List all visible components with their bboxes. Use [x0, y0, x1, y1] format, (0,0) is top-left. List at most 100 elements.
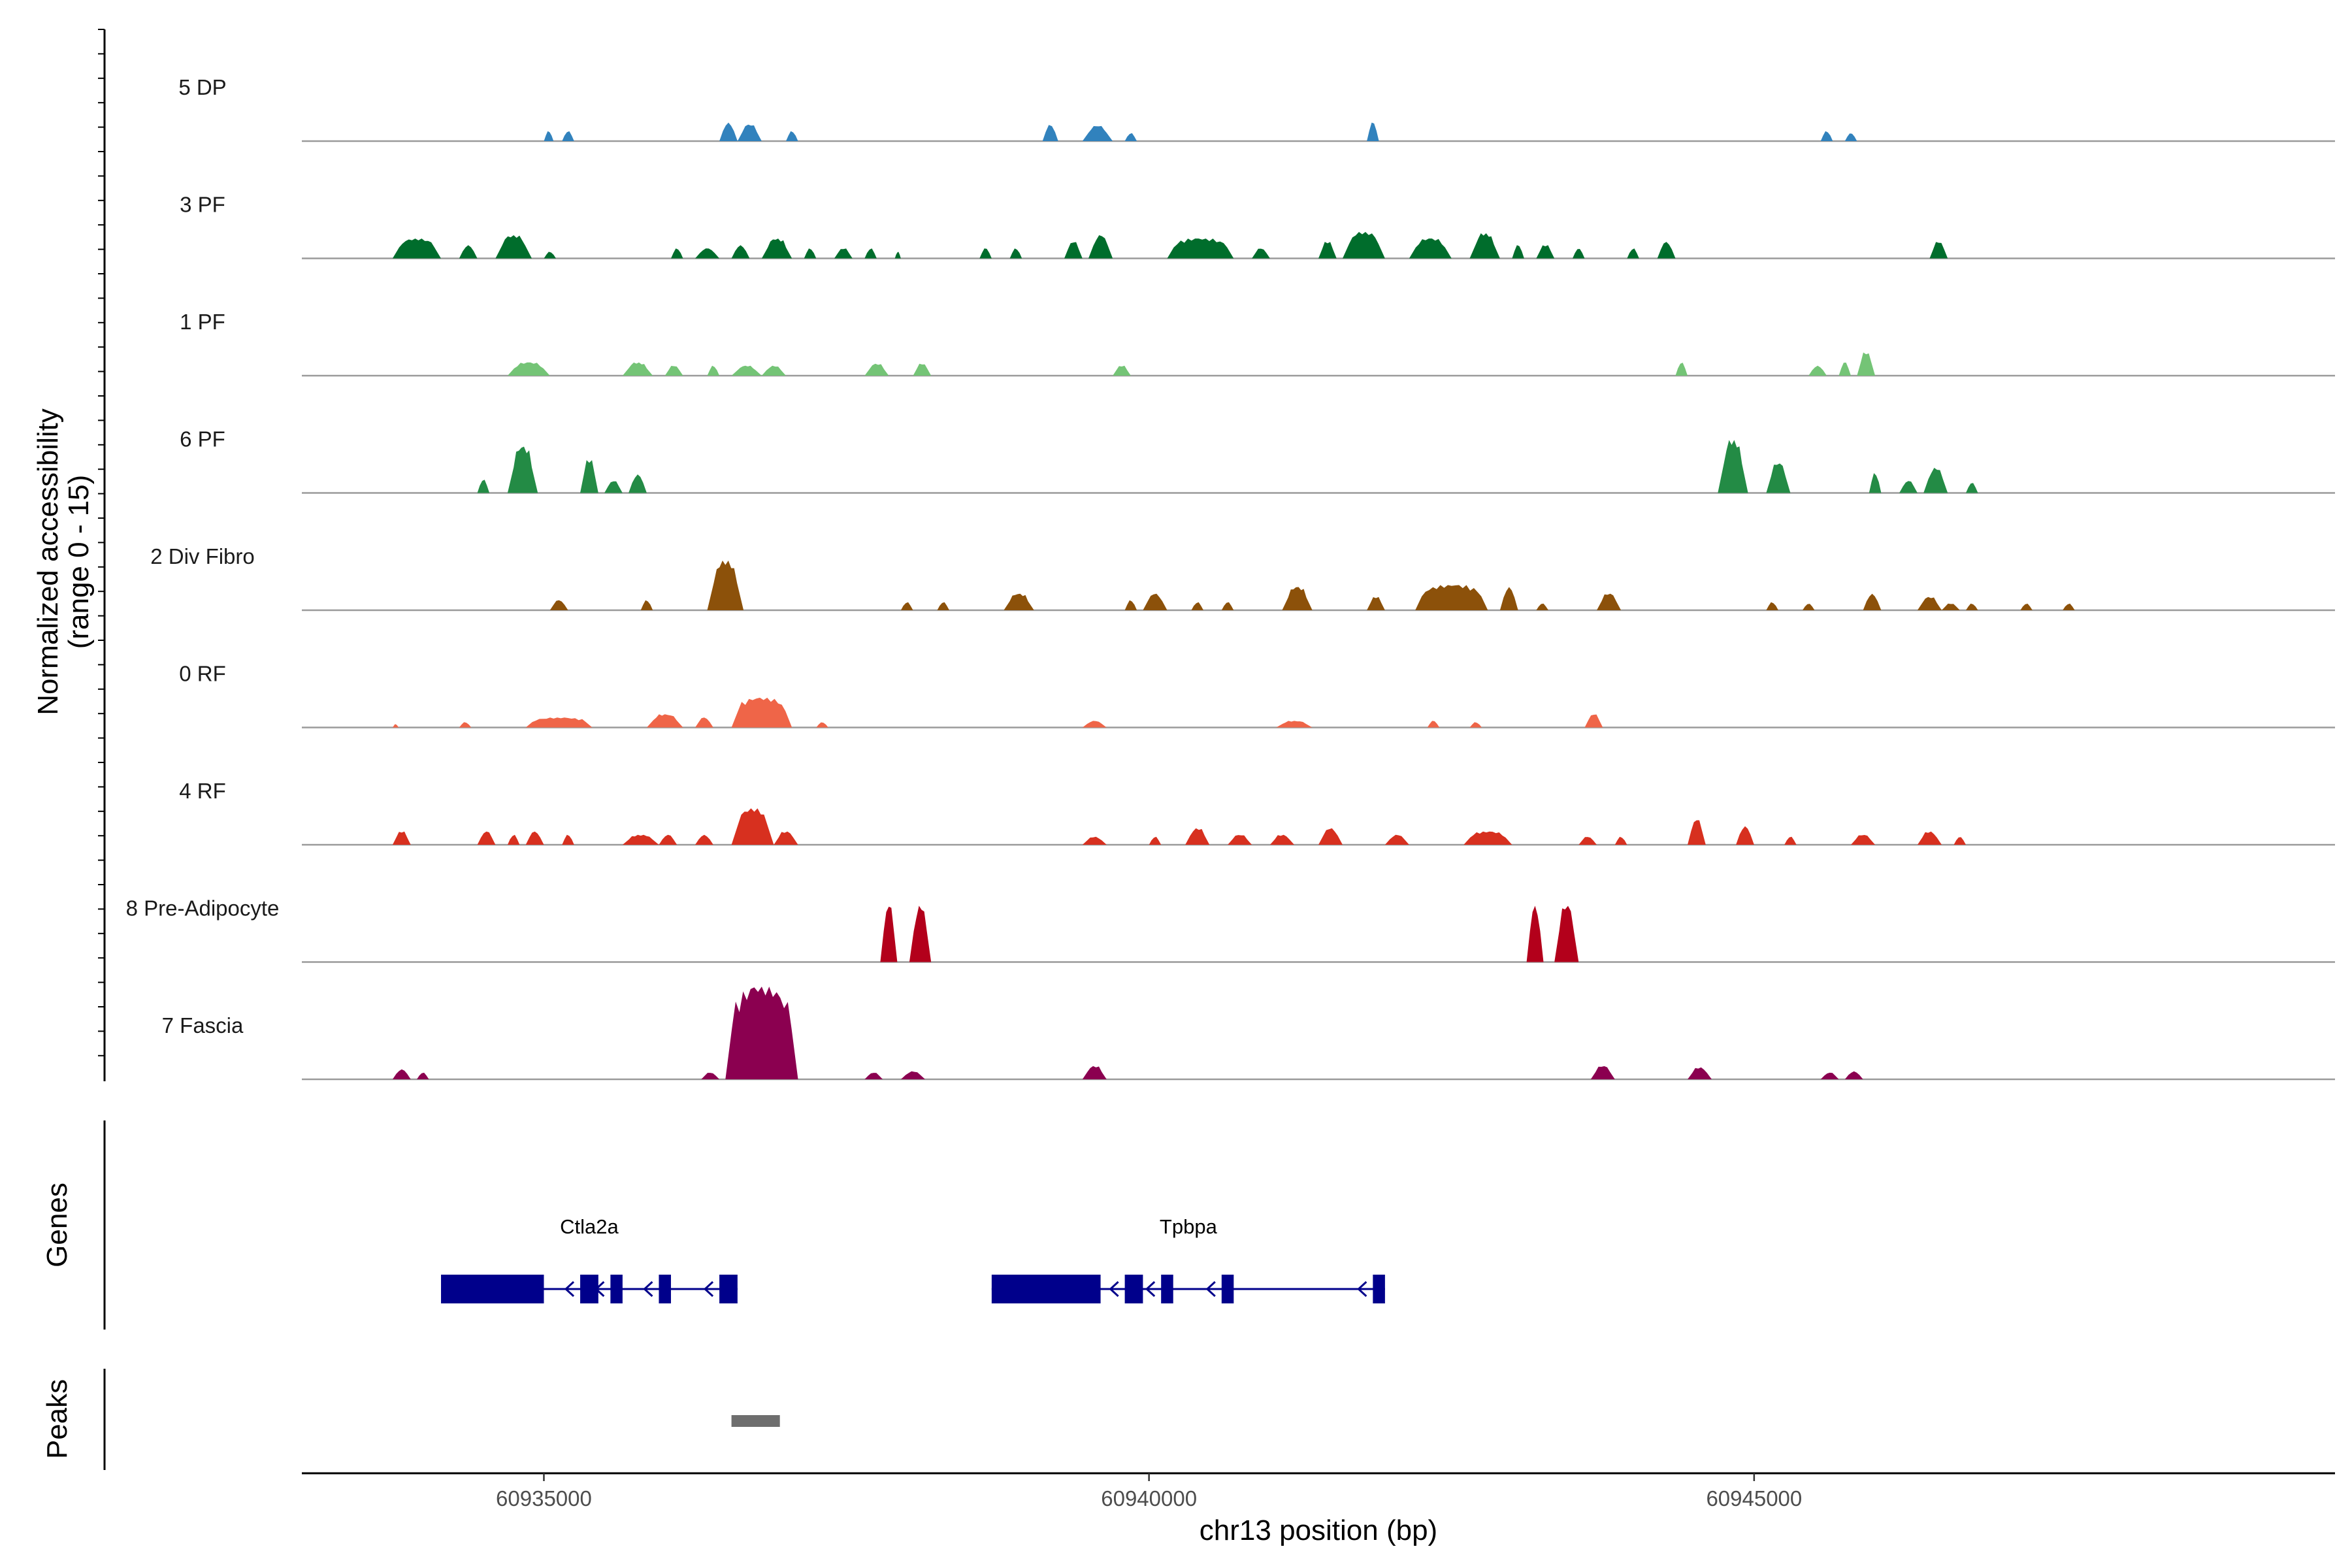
track-3: 1 PF	[180, 310, 2335, 377]
coverage-peak	[1469, 233, 1500, 259]
coverage-peak	[1820, 1072, 1839, 1079]
coverage-peak	[507, 834, 520, 845]
gene-ctla2a: Ctla2a	[441, 1215, 738, 1303]
coverage-peak	[507, 362, 550, 376]
coverage-peak	[1228, 835, 1252, 845]
coverage-peak	[1718, 440, 1748, 493]
gene-exon	[1161, 1275, 1173, 1303]
coverage-peak	[1657, 242, 1676, 259]
track-label: 4 RF	[179, 779, 226, 803]
coverage-peak	[1269, 834, 1294, 845]
coverage-peak	[1221, 602, 1234, 610]
track-label: 1 PF	[180, 310, 225, 334]
track-label: 2 Div Fibro	[150, 544, 255, 568]
coverage-peak	[580, 460, 598, 493]
gene-exon	[719, 1275, 738, 1303]
coverage-peak	[761, 365, 786, 376]
coverage-peak	[1584, 714, 1603, 728]
coverage-peak	[392, 238, 441, 259]
coverage-peak	[707, 365, 720, 376]
strand-arrow	[564, 1281, 575, 1298]
track-6: 0 RF	[179, 662, 2335, 728]
coverage-peak	[622, 834, 659, 845]
coverage-peak	[737, 124, 762, 141]
coverage-peak	[761, 238, 792, 259]
coverage-peak	[392, 831, 411, 845]
strand-arrow	[703, 1281, 714, 1298]
coverage-peak	[864, 248, 877, 259]
gene-exon	[659, 1275, 671, 1303]
coverage-peak	[1578, 837, 1597, 845]
coverage-peak	[1899, 481, 1918, 493]
coverage-peak	[1282, 587, 1313, 610]
coverage-peak	[1064, 242, 1083, 259]
coverage-peak	[1803, 604, 1815, 610]
coverage-peak	[1409, 238, 1452, 259]
gene-label: Tpbpa	[1160, 1215, 1218, 1238]
coverage-peak	[1966, 603, 1978, 610]
coverage-peak	[731, 697, 792, 728]
x-axis-tick-label: 60940000	[1101, 1486, 1197, 1511]
y-axis-title-line2: (range 0 - 15)	[63, 475, 95, 649]
coverage-peak	[701, 1073, 720, 1079]
coverage-peak	[622, 362, 653, 376]
gene-label: Ctla2a	[560, 1215, 619, 1238]
coverage-peak	[1276, 721, 1313, 728]
coverage-peak	[1318, 828, 1343, 845]
coverage-peak	[1808, 365, 1827, 376]
coverage-peak	[1917, 831, 1942, 845]
coverage-peak	[695, 717, 713, 728]
coverage-peak	[2020, 604, 2033, 610]
coverage-peak	[1004, 593, 1034, 610]
coverage-peak	[1088, 235, 1113, 259]
coverage-peak	[1113, 365, 1131, 376]
coverage-peak	[525, 717, 593, 728]
coverage-peak	[725, 987, 798, 1079]
coverage-peak	[1917, 596, 1942, 610]
strand-arrow	[643, 1281, 653, 1298]
coverage-peak	[1082, 836, 1107, 845]
coverage-peak	[864, 1073, 883, 1079]
peak-annotation-track	[731, 1415, 780, 1427]
y-axis-title-line1: Normalized accessibility	[32, 408, 64, 715]
coverage-peak	[900, 1071, 925, 1079]
coverage-peak	[864, 363, 889, 376]
coverage-peak	[1923, 468, 1948, 493]
peak-region	[731, 1415, 780, 1427]
coverage-peak	[1536, 603, 1548, 610]
strand-arrow	[1357, 1281, 1367, 1298]
x-axis-title: chr13 position (bp)	[1200, 1514, 1437, 1546]
gene-exon	[441, 1275, 544, 1303]
coverage-peak	[1367, 596, 1385, 610]
coverage-peak	[1252, 248, 1270, 259]
coverage-peak	[549, 600, 568, 610]
coverage-peak	[1526, 906, 1544, 962]
strand-arrow	[1145, 1281, 1156, 1298]
track-8: 8 Pre-Adipocyte	[126, 896, 2335, 963]
coverage-peak	[1851, 835, 1876, 845]
coverage-peak	[1966, 483, 1978, 493]
coverage-peak	[1536, 245, 1555, 259]
coverage-peak	[894, 252, 901, 259]
coverage-peak	[979, 248, 992, 259]
coverage-peak	[1688, 1067, 1712, 1079]
coverage-y-ticks	[98, 29, 105, 1056]
coverage-peak	[1857, 352, 1876, 376]
coverage-peak	[913, 363, 932, 376]
coverage-peak	[1688, 820, 1706, 845]
x-axis-ticks: 60935000 60940000 60945000	[496, 1473, 1802, 1511]
track-label: 0 RF	[179, 662, 226, 686]
coverage-peak	[659, 834, 678, 845]
coverage-peak	[629, 474, 647, 493]
coverage-peak	[477, 480, 490, 493]
coverage-peak	[719, 122, 738, 141]
coverage-peak	[1863, 593, 1882, 610]
coverage-peak	[1082, 125, 1113, 141]
coverage-peak	[604, 481, 623, 493]
coverage-peak	[640, 600, 653, 610]
coverage-peak	[1124, 600, 1137, 610]
strand-arrow	[1205, 1281, 1216, 1298]
x-axis-tick-label: 60945000	[1706, 1486, 1802, 1511]
